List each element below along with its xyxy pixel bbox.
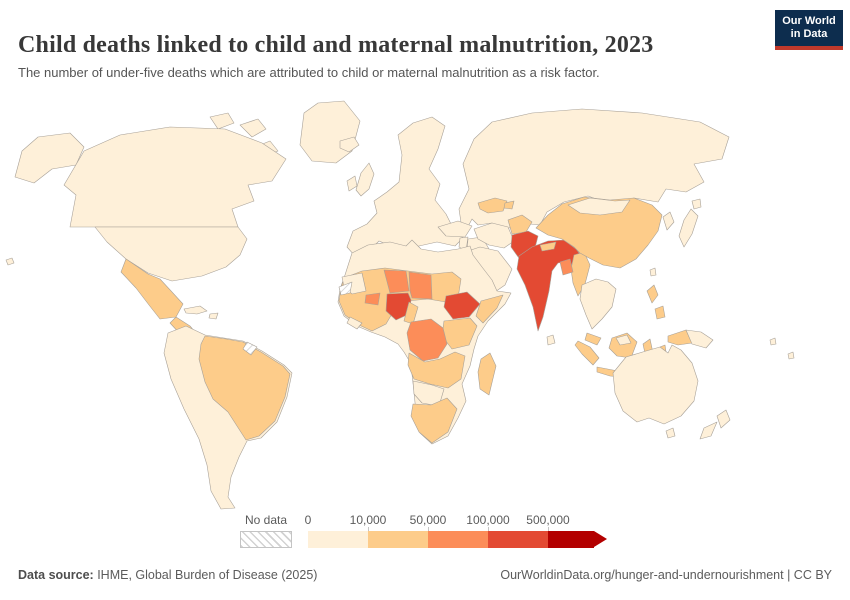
country-cuba[interactable] [183,305,208,315]
country-papua-new-guinea[interactable] [685,329,714,349]
legend-tick [368,527,369,531]
legend-tick-labels: 0 10,000 50,000 100,000 500,000 [304,513,628,528]
country-tajikistan[interactable] [503,200,515,210]
country-bangladesh[interactable] [559,258,574,276]
legend-tick [548,527,549,531]
country-somalia[interactable] [475,294,504,324]
legend-segment-5[interactable] [548,531,594,548]
country-philippines-mindanao[interactable] [654,305,666,320]
legend-color-bar [308,527,628,548]
country-hawaii[interactable] [5,257,15,266]
country-korea[interactable] [662,211,675,231]
country-taiwan[interactable] [649,267,657,277]
legend-label-0: 0 [304,513,312,527]
country-niger[interactable] [383,269,410,294]
country-liberia-coast[interactable] [346,316,363,330]
country-pacific-islands[interactable] [769,337,777,346]
country-se-asia-mainland[interactable] [579,278,617,330]
no-data-swatch[interactable] [240,531,292,548]
legend-tick [428,527,429,531]
country-french-guiana[interactable] [242,341,258,356]
country-iran[interactable] [473,222,515,249]
country-pacific-islands[interactable] [787,351,795,360]
country-madagascar[interactable] [477,352,497,396]
country-canada[interactable] [63,126,287,228]
legend-segment-2[interactable] [368,531,428,548]
country-greenland[interactable] [299,100,361,164]
country-malaysia-borneo[interactable] [615,334,632,346]
country-angola-zambia-mozambique[interactable] [407,351,466,389]
country-uk[interactable] [355,162,375,197]
country-afghanistan[interactable] [507,214,533,235]
owid-logo-line1: Our World [782,15,836,27]
legend-no-data-label: No data [244,513,288,527]
owid-logo[interactable]: Our World in Data [775,10,843,50]
country-new-zealand-south[interactable] [699,421,718,440]
country-drc[interactable] [406,318,448,362]
country-india[interactable] [516,239,584,332]
country-western-sahara[interactable] [338,281,353,296]
legend-segment-3[interactable] [428,531,488,548]
country-arctic-islands[interactable] [239,118,267,138]
legend-label-2: 50,000 [409,513,447,527]
legend-arrow-cap [594,531,607,547]
legend-segment-4[interactable] [488,531,548,548]
data-source: Data source: IHME, Global Burden of Dise… [18,568,317,582]
country-turkey[interactable] [437,220,473,238]
country-philippines-luzon[interactable] [646,284,659,304]
country-china[interactable] [535,196,663,269]
legend-segment-1[interactable] [308,531,368,548]
country-ethiopia[interactable] [443,291,481,320]
page-title: Child deaths linked to child and materna… [18,32,654,59]
legend-no-data[interactable]: No data [240,513,292,548]
country-usa[interactable] [94,226,248,282]
country-australia[interactable] [612,344,699,425]
country-hispaniola[interactable] [208,312,219,320]
country-nepal[interactable] [539,241,557,252]
country-japan[interactable] [678,208,699,248]
country-arctic-islands[interactable] [209,112,235,130]
country-iceland[interactable] [339,136,360,153]
page-subtitle: The number of under-five deaths which ar… [18,65,600,80]
country-uzbekistan[interactable] [477,197,508,214]
country-sri-lanka[interactable] [546,334,556,346]
country-south-africa[interactable] [410,397,458,444]
country-new-zealand-north[interactable] [716,409,731,429]
world-map [0,95,850,515]
country-malaysia[interactable] [584,332,602,346]
legend-label-1: 10,000 [349,513,387,527]
choropleth-svg [5,100,795,510]
country-tasmania[interactable] [665,427,676,439]
credit-link[interactable]: OurWorldinData.org/hunger-and-undernouri… [500,568,832,582]
data-source-label: Data source: [18,568,94,582]
country-indonesia-papua[interactable] [667,329,693,346]
country-alaska[interactable] [14,132,85,184]
country-chad[interactable] [408,271,433,300]
legend-label-4: 500,000 [526,513,570,527]
legend-label-3: 100,000 [466,513,510,527]
legend-tick [488,527,489,531]
country-japan-hokkaido[interactable] [691,198,702,210]
country-mongolia[interactable] [567,197,631,216]
country-ireland[interactable] [346,175,358,192]
country-burkina-faso[interactable] [364,292,381,306]
data-source-value: IHME, Global Burden of Disease (2025) [93,568,318,582]
country-indonesia-sumatra[interactable] [574,340,600,366]
legend-bar: 0 10,000 50,000 100,000 500,000 [304,513,628,548]
owid-logo-line2: in Data [790,28,828,40]
